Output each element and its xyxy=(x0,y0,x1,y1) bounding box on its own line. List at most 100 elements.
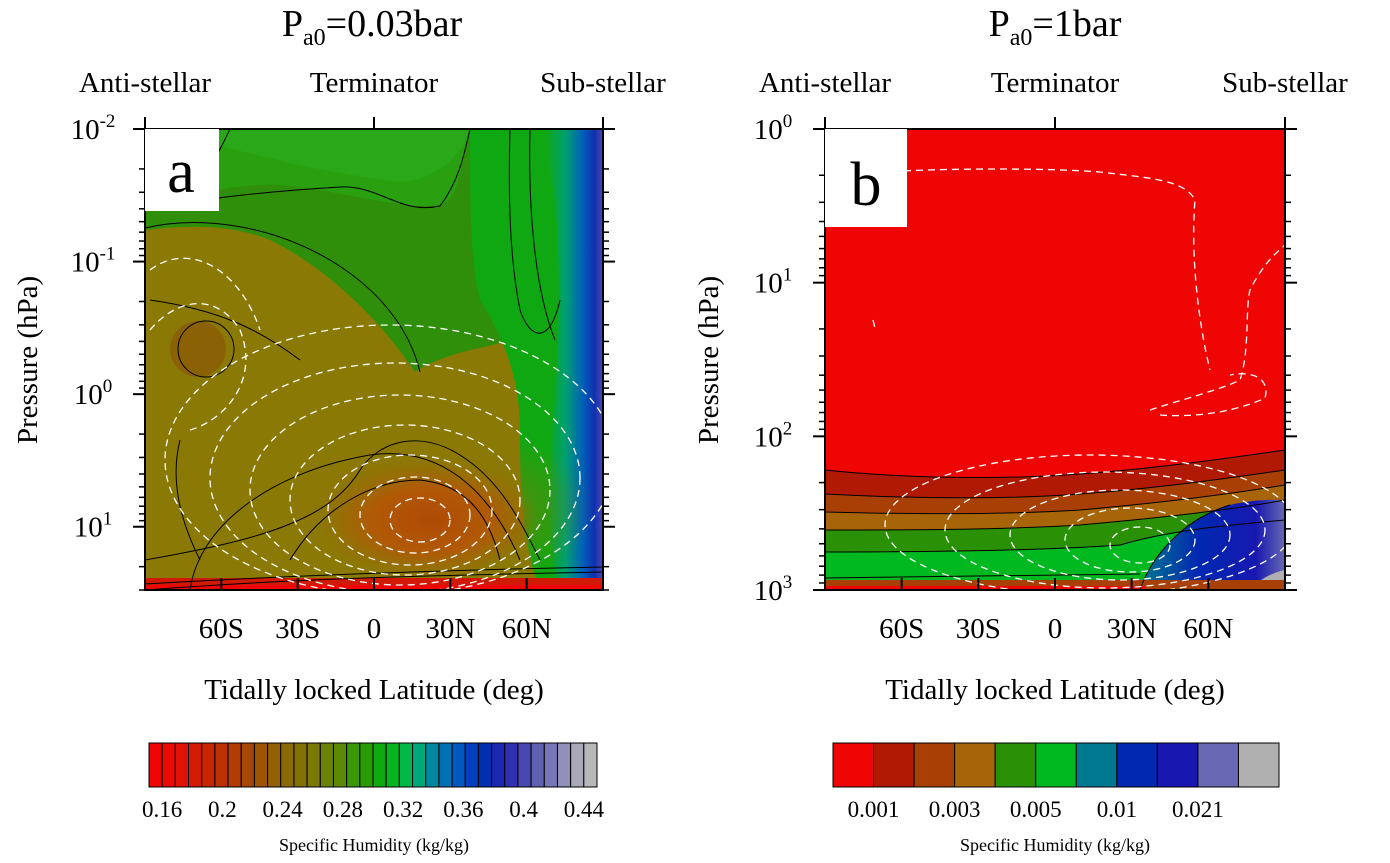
panel-a-colorbar-swatch-24 xyxy=(464,742,479,788)
panel-a-colorbar-tick-label-7: 0.44 xyxy=(564,797,605,822)
panel-a-colorbar-swatch-0 xyxy=(148,742,163,788)
panel-b-ytick-label-2: 102 xyxy=(754,418,793,453)
panel-a-colorbar-label: Specific Humidity (kg/kg) xyxy=(279,835,469,856)
panel-a-tag: a xyxy=(167,138,195,206)
panel-a-colorbar-tick-label-1: 0.2 xyxy=(208,797,237,822)
panel-b-top-label-anti-stellar: Anti-stellar xyxy=(759,67,891,99)
panel-b-colorbar-tick-label-3: 0.01 xyxy=(1097,797,1137,822)
panel-a-colorbar-swatch-25 xyxy=(477,742,493,788)
panel-a-ytick-label-2: 100 xyxy=(74,376,113,411)
panel-a-ytick-label-0: 10-2 xyxy=(71,111,116,146)
panel-a-colorbar-swatch-18 xyxy=(385,742,400,788)
panel-a-colorbar-swatch-19 xyxy=(398,742,414,788)
panel-a-colorbar-swatch-29 xyxy=(530,742,545,788)
panel-b-xtick-label-3: 30N xyxy=(1107,613,1157,645)
panel-b-ytick-label-3: 103 xyxy=(754,572,793,607)
panel-a-ytick-label-3: 101 xyxy=(74,509,113,544)
panel-b-colorbar-swatch-1 xyxy=(873,742,915,788)
panel-b-colorbar-tick-label-1: 0.003 xyxy=(929,797,981,822)
panel-b-colorbar-swatch-10 xyxy=(1237,742,1280,788)
panel-a-colorbar-swatch-27 xyxy=(504,742,519,788)
panel-b-ticks: 60S 30S 0 30N 60N 100 101 102 103 xyxy=(754,111,1297,645)
panel-a-colorbar-swatch-9 xyxy=(267,742,282,788)
panel-a-white-tag-box: a xyxy=(145,129,219,211)
panel-a-colorbar-swatch-22 xyxy=(438,742,453,788)
panel-b-colorbar-swatch-7 xyxy=(1116,742,1158,788)
panel-a-top-label-anti-stellar: Anti-stellar xyxy=(79,67,211,99)
panel-a-colorbar-swatch-5 xyxy=(214,742,229,788)
panel-a-top-label-terminator: Terminator xyxy=(310,67,439,99)
panel-b-ytick-label-1: 101 xyxy=(754,265,793,300)
panel-a-colorbar-swatch-11 xyxy=(293,742,308,788)
panel-a-colorbar-swatch-8 xyxy=(253,742,269,788)
panel-a-colorbar-tick-label-4: 0.32 xyxy=(383,797,423,822)
panel-a-colorbar-swatch-15 xyxy=(346,742,361,788)
panel-b-colorbar: 0.001 0.003 0.005 0.01 0.021 xyxy=(832,742,1280,822)
panel-a-xtick-label-2: 0 xyxy=(367,613,382,645)
panel-a-colorbar-swatch-32 xyxy=(570,742,585,788)
panel-a-ticks: 60S 30S 0 30N 60N 10-2 10-1 100 101 xyxy=(71,111,615,645)
panel-b-colorbar-swatch-8 xyxy=(1156,742,1199,788)
panel-a-colorbar-swatch-23 xyxy=(451,742,466,788)
panel-a-colorbar-swatch-30 xyxy=(543,742,558,788)
panel-b-colorbar-swatch-9 xyxy=(1197,742,1239,788)
panel-a-colorbar-swatch-10 xyxy=(280,742,295,788)
panel-a-colorbar-swatch-3 xyxy=(188,742,203,788)
panel-b-xtick-label-4: 60N xyxy=(1183,613,1233,645)
panel-b-ylabel: Pressure (hPa) xyxy=(693,276,725,444)
panel-a-colorbar-swatch-28 xyxy=(517,742,532,788)
panel-a-colorbar-swatch-16 xyxy=(359,742,374,788)
panel-a-xlabel: Tidally locked Latitude (deg) xyxy=(204,674,544,706)
panel-a-colorbar-swatch-14 xyxy=(332,742,348,788)
panel-a-colorbar-tick-label-3: 0.28 xyxy=(323,797,363,822)
panel-a-xtick-label-4: 60N xyxy=(502,613,552,645)
panel-a-colorbar-swatch-26 xyxy=(491,742,506,788)
panel-b-colorbar-swatch-6 xyxy=(1075,742,1118,788)
panel-a: Pa0=0.03bar Anti-stellar Terminator Sub-… xyxy=(12,3,666,856)
panel-a-colorbar-swatch-21 xyxy=(425,742,440,788)
panel-b-colorbar-swatch-5 xyxy=(1035,742,1077,788)
panel-b-xtick-label-2: 0 xyxy=(1048,613,1063,645)
panel-b-top-label-sub-stellar: Sub-stellar xyxy=(1222,67,1348,99)
panel-b-xlabel: Tidally locked Latitude (deg) xyxy=(885,674,1225,706)
panel-a-colorbar-tick-label-0: 0.16 xyxy=(142,797,182,822)
panel-b-tag: b xyxy=(851,151,882,219)
panel-a-colorbar-swatch-7 xyxy=(240,742,255,788)
panel-a-colorbar-swatch-33 xyxy=(583,742,598,788)
panel-a-contour-field xyxy=(145,129,603,590)
panel-a-top-label-sub-stellar: Sub-stellar xyxy=(540,67,666,99)
panel-a-ylabel: Pressure (hPa) xyxy=(12,276,44,444)
panel-a-colorbar-swatch-20 xyxy=(412,742,427,788)
panel-b-colorbar-tick-label-0: 0.001 xyxy=(848,797,900,822)
panel-b-top-label-terminator: Terminator xyxy=(991,67,1120,99)
panel-a-colorbar-swatch-1 xyxy=(161,742,176,788)
panel-a-colorbar-swatch-31 xyxy=(556,742,572,788)
panel-a-colorbar-tick-label-5: 0.36 xyxy=(443,797,483,822)
panel-a-colorbar-swatch-6 xyxy=(227,742,242,788)
panel-a-xtick-label-1: 30S xyxy=(275,613,320,645)
panel-b-colorbar-swatch-2 xyxy=(913,742,956,788)
panel-a-ytick-label-1: 10-1 xyxy=(71,244,116,279)
panel-b-ytick-label-0: 100 xyxy=(754,111,793,146)
panel-b-colorbar-swatch-0 xyxy=(832,742,875,788)
panel-a-colorbar-swatch-13 xyxy=(319,742,334,788)
panel-a-colorbar-tick-label-2: 0.24 xyxy=(263,797,304,822)
panel-b-colorbar-label: Specific Humidity (kg/kg) xyxy=(960,835,1150,856)
panel-a-xtick-label-3: 30N xyxy=(425,613,475,645)
panel-a-colorbar: 0.16 0.2 0.24 0.28 0.32 0.36 0.4 0.44 xyxy=(142,742,605,822)
panel-a-title: Pa0=0.03bar xyxy=(282,3,463,51)
panel-b-colorbar-swatch-4 xyxy=(994,742,1037,788)
panel-a-colorbar-swatch-17 xyxy=(372,742,387,788)
panel-a-colorbar-swatch-4 xyxy=(201,742,216,788)
panel-b-colorbar-tick-label-4: 0.021 xyxy=(1172,797,1224,822)
panel-a-xtick-label-0: 60S xyxy=(199,613,244,645)
panel-a-colorbar-tick-label-6: 0.4 xyxy=(509,797,538,822)
panel-b: Pa0=1bar Anti-stellar Terminator Sub-ste… xyxy=(693,3,1348,856)
panel-b-white-tag-box: b xyxy=(825,129,907,227)
panel-a-colorbar-swatch-2 xyxy=(174,742,190,788)
panel-b-contour-field xyxy=(825,129,1285,590)
panel-b-colorbar-tick-label-2: 0.005 xyxy=(1010,797,1062,822)
panel-b-title: Pa0=1bar xyxy=(989,3,1122,51)
panel-a-colorbar-swatch-12 xyxy=(306,742,321,788)
